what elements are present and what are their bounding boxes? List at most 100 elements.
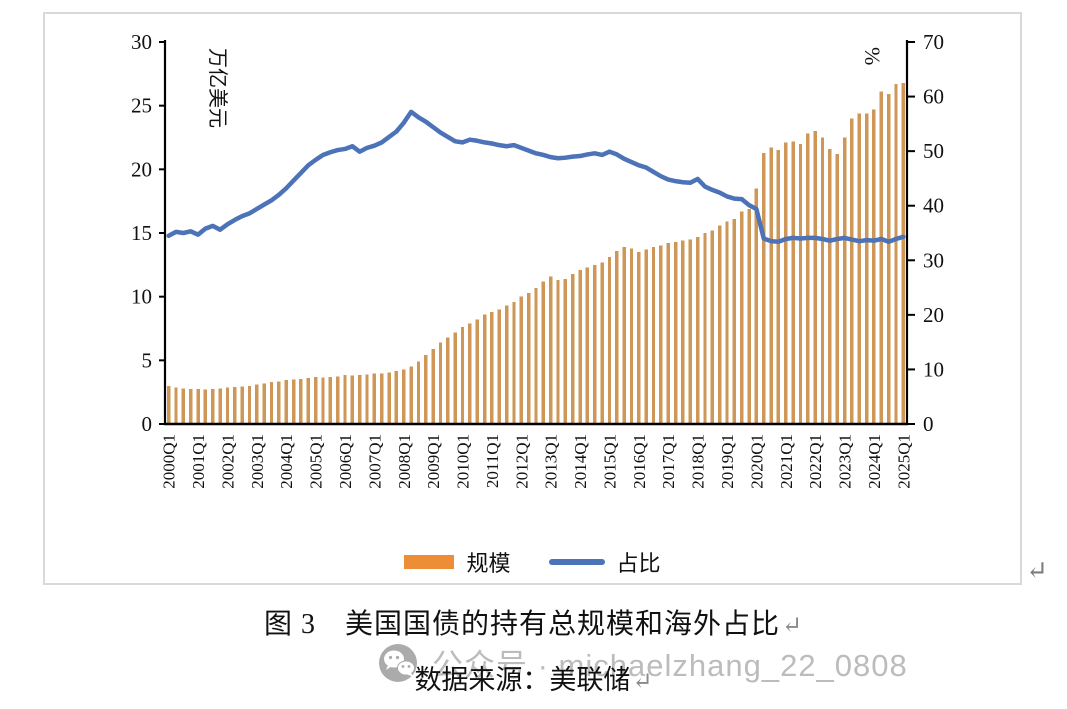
bar [798,143,803,424]
bar [468,323,472,424]
bar [886,94,891,425]
bar [571,273,575,424]
bar [526,292,531,424]
bar [233,387,237,424]
bar [740,211,744,424]
bar [504,305,509,424]
paragraph-return-mark-icon: ↵ [781,613,804,639]
x-tick-label: 2015Q1 [600,434,619,489]
bar [857,113,861,424]
data-source-caption: 数据来源：美联储↵ [0,658,1067,697]
share-line [166,109,906,244]
bar [166,385,171,424]
bar [776,150,781,425]
bar [872,109,876,425]
paragraph-return-mark-icon: ↵ [632,669,653,695]
bar [725,221,729,424]
bar [828,148,832,424]
bar [600,262,604,424]
bar [277,381,281,424]
bar-series-swatch-icon [404,555,455,569]
x-tick-label: 2014Q1 [571,434,590,489]
bar [438,342,443,424]
bar [585,267,590,424]
data-source-text: 数据来源：美联储 [414,665,631,695]
right-tick-label: 0 [923,412,934,436]
bar [269,381,274,424]
x-tick-label: 2021Q1 [777,434,796,489]
figure-caption-text: 图 3 美国国债的持有总规模和海外占比 [263,609,780,640]
treasury-holdings-chart: 0 5 10 15 20 25 30 0 10 20 30 40 50 60 70 2000Q1 2001Q1 2… [131,30,944,489]
bar [431,348,435,424]
bar [820,137,825,424]
bar [593,264,597,424]
wechat-icon [379,643,417,682]
bar [343,374,347,424]
bar [762,152,766,424]
x-tick-label: 2009Q1 [424,434,443,489]
bar [424,355,428,424]
bar [313,376,318,424]
left-axis-title: 万亿美元 [206,48,229,128]
bar [196,388,200,424]
bar [387,372,391,424]
x-tick-label: 2018Q1 [689,434,708,489]
bar [519,296,524,424]
x-tick-label: 2016Q1 [630,434,649,489]
bar [247,385,252,424]
bar [607,257,612,424]
x-tick-label: 2010Q1 [454,434,473,489]
bar-series [166,82,906,425]
bar [181,388,186,424]
bar [453,332,457,424]
bar [850,118,854,425]
right-tick-label: 30 [923,248,944,272]
x-tick-label: 2003Q1 [248,434,267,489]
x-tick-label: 2006Q1 [336,434,355,489]
bar [637,252,641,424]
bar [842,137,847,424]
bar [203,389,208,424]
bar [534,287,538,424]
bar [321,377,325,424]
right-tick-label: 20 [923,303,944,327]
x-tick-label: 2007Q1 [365,434,384,489]
left-tick-label: 20 [131,157,152,181]
bar [615,250,619,424]
bar [189,388,193,424]
bar [402,369,406,424]
x-tick-label: 2012Q1 [512,434,531,489]
left-tick-label: 10 [131,285,152,309]
watermark-text: 公众号 · michaelzhang_22_0808 [432,648,908,683]
legend-label-scale: 规模 [466,551,511,576]
bar [291,379,296,424]
right-tick-label: 60 [923,85,944,109]
bar [255,384,259,424]
bar [218,388,222,424]
bar [380,373,384,424]
bar [703,233,707,424]
line-series-swatch-icon [548,559,605,565]
bar [864,113,869,424]
x-tick-label: 2022Q1 [806,434,825,489]
bar [350,375,355,424]
bar [460,327,465,424]
bar [784,142,788,424]
bar [174,387,178,424]
right-tick-label: 50 [923,139,944,163]
bar [240,386,244,424]
x-tick-label: 2004Q1 [277,434,296,489]
bar [754,188,759,424]
bar [541,281,546,424]
right-axis-title: % [860,47,885,65]
watermark: 公众号 · michaelzhang_22_0808 [378,640,908,685]
x-tick-label: 2024Q1 [865,434,884,489]
legend-item-share: 占比 [548,546,661,578]
bar [622,247,626,424]
bar [548,276,553,424]
left-tick-label: 25 [131,94,152,118]
bar [306,378,310,424]
bar [769,147,773,424]
x-tick-label: 2025Q1 [894,434,913,489]
